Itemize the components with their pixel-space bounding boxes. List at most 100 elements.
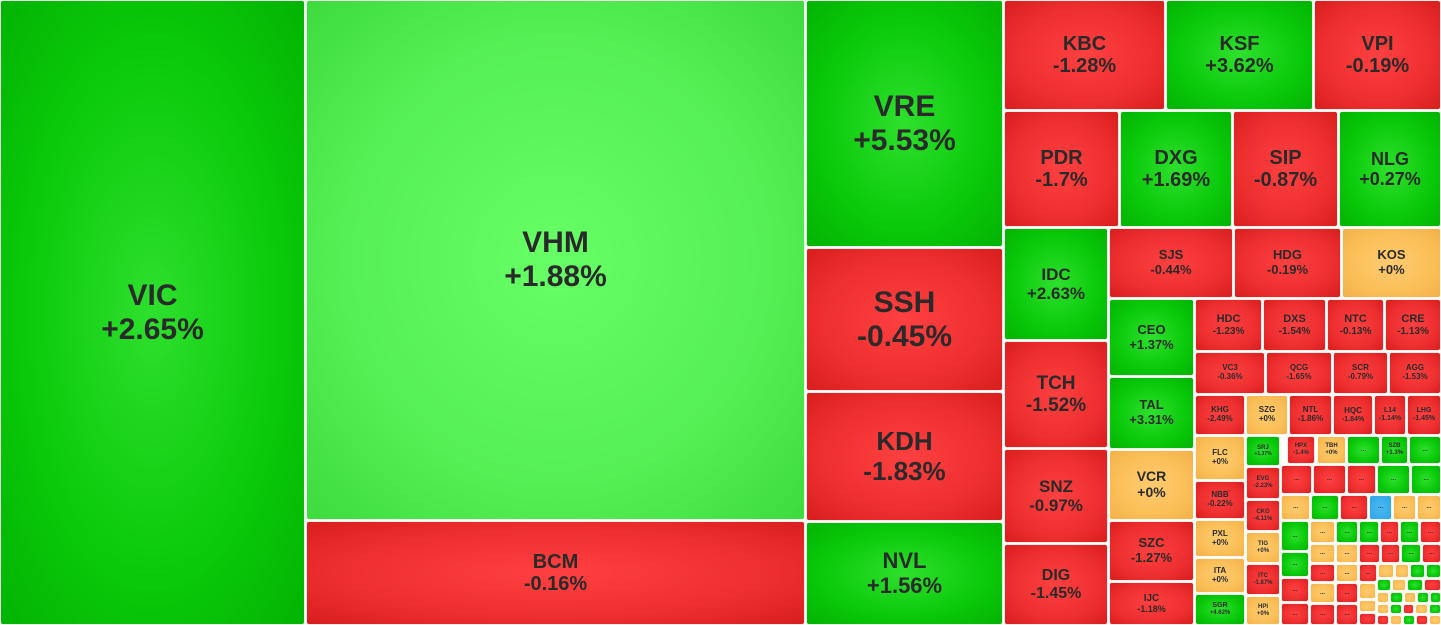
tile-kos[interactable]: KOS +0% bbox=[1342, 228, 1441, 298]
tile-small[interactable] bbox=[1407, 579, 1423, 591]
tile-sgr[interactable]: SGR +4.62% bbox=[1195, 594, 1245, 625]
tile-nvl[interactable]: NVL +1.56% bbox=[806, 522, 1003, 625]
tile-nlg[interactable]: NLG +0.27% bbox=[1339, 111, 1441, 227]
tile-kdh[interactable]: KDH -1.83% bbox=[806, 392, 1003, 521]
tile-small[interactable] bbox=[1426, 564, 1441, 578]
tile-small[interactable] bbox=[1403, 604, 1414, 614]
tile-hqc[interactable]: HQC -1.84% bbox=[1333, 395, 1373, 435]
tile-flc[interactable]: FLC +0% bbox=[1195, 436, 1245, 480]
tile-ksf[interactable]: KSF +3.62% bbox=[1166, 0, 1313, 110]
tile-idc[interactable]: IDC +2.63% bbox=[1004, 228, 1108, 340]
tile-small[interactable] bbox=[1404, 592, 1416, 603]
tile-kbc[interactable]: KBC -1.28% bbox=[1004, 0, 1165, 110]
tile-dig[interactable]: DIG -1.45% bbox=[1004, 544, 1108, 625]
tile-ckg[interactable]: CKG -4.11% bbox=[1246, 500, 1280, 531]
tile-ijc[interactable]: IJC -1.18% bbox=[1109, 582, 1194, 625]
tile-ssh[interactable]: SSH -0.45% bbox=[806, 248, 1003, 391]
tile-small[interactable]: ... bbox=[1417, 495, 1441, 520]
tile-small[interactable]: ... bbox=[1400, 521, 1419, 543]
tile-khg[interactable]: KHG -2.49% bbox=[1195, 395, 1245, 435]
tile-small[interactable]: ... bbox=[1311, 495, 1339, 520]
tile-hpi[interactable]: HPI +0% bbox=[1246, 596, 1280, 625]
tile-small[interactable]: ... bbox=[1420, 521, 1441, 543]
tile-small[interactable]: ... bbox=[1281, 521, 1309, 551]
tile-dxs[interactable]: DXS -1.54% bbox=[1263, 299, 1326, 351]
tile-small[interactable]: ... bbox=[1310, 544, 1335, 563]
tile-pxl[interactable]: PXL +0% bbox=[1195, 520, 1245, 557]
tile-small[interactable]: ... bbox=[1411, 465, 1441, 494]
tile-snz[interactable]: SNZ -0.97% bbox=[1004, 449, 1108, 543]
tile-szc[interactable]: SZC -1.27% bbox=[1109, 521, 1194, 581]
tile-small[interactable] bbox=[1390, 604, 1402, 614]
tile-small[interactable] bbox=[1390, 592, 1403, 603]
tile-small[interactable] bbox=[1429, 604, 1441, 614]
tile-small[interactable] bbox=[1403, 615, 1415, 625]
tile-small[interactable] bbox=[1359, 583, 1376, 599]
tile-sjs[interactable]: SJS -0.44% bbox=[1109, 228, 1233, 298]
tile-small[interactable] bbox=[1377, 615, 1389, 625]
tile-small[interactable]: ... bbox=[1359, 564, 1377, 582]
tile-small[interactable]: ... bbox=[1380, 521, 1399, 543]
tile-small[interactable]: ... bbox=[1281, 603, 1309, 625]
tile-small[interactable]: ... bbox=[1422, 544, 1441, 563]
tile-tch[interactable]: TCH -1.52% bbox=[1004, 341, 1108, 448]
tile-vic[interactable]: VIC +2.65% bbox=[0, 0, 305, 625]
tile-small[interactable]: ... bbox=[1281, 495, 1310, 520]
tile-small[interactable]: ... bbox=[1310, 583, 1335, 603]
tile-small[interactable] bbox=[1429, 615, 1441, 625]
tile-small[interactable] bbox=[1378, 564, 1394, 578]
tile-szb[interactable]: SZB +1.3% bbox=[1381, 436, 1408, 464]
tile-small[interactable] bbox=[1359, 613, 1376, 625]
tile-pdr[interactable]: PDR -1.7% bbox=[1004, 111, 1119, 227]
tile-small[interactable]: ... bbox=[1347, 465, 1376, 494]
tile-tig[interactable]: TIG +0% bbox=[1246, 532, 1280, 563]
tile-small[interactable]: ... bbox=[1336, 604, 1358, 625]
tile-small[interactable]: ... bbox=[1340, 495, 1368, 520]
tile-scr[interactable]: SCR -0.79% bbox=[1333, 352, 1388, 394]
tile-vhm[interactable]: VHM +1.88% bbox=[306, 0, 805, 520]
tile-hdg[interactable]: HDG -0.19% bbox=[1234, 228, 1341, 298]
tile-small[interactable]: ... bbox=[1347, 436, 1380, 464]
tile-ceo[interactable]: CEO +1.37% bbox=[1109, 299, 1194, 376]
tile-small[interactable] bbox=[1416, 615, 1428, 625]
tile-small[interactable]: ... bbox=[1310, 564, 1335, 582]
tile-small[interactable] bbox=[1410, 564, 1425, 578]
tile-small[interactable] bbox=[1377, 604, 1389, 614]
tile-small[interactable] bbox=[1395, 564, 1409, 578]
tile-small[interactable] bbox=[1359, 600, 1376, 612]
tile-small[interactable]: ... bbox=[1281, 552, 1309, 577]
tile-small[interactable]: ... bbox=[1281, 578, 1309, 602]
tile-vc3[interactable]: VC3 -0.36% bbox=[1195, 352, 1265, 394]
tile-small[interactable]: ... bbox=[1359, 544, 1380, 563]
tile-qcg[interactable]: QCG -1.65% bbox=[1266, 352, 1332, 394]
tile-hpx[interactable]: HPX -1.4% bbox=[1287, 436, 1315, 464]
tile-small[interactable]: ... bbox=[1336, 583, 1358, 603]
tile-small[interactable]: ... bbox=[1336, 544, 1358, 563]
tile-agg[interactable]: AGG -1.53% bbox=[1389, 352, 1441, 394]
tile-vcr[interactable]: VCR +0% bbox=[1109, 450, 1194, 520]
tile-small[interactable] bbox=[1415, 604, 1428, 614]
tile-tal[interactable]: TAL +3.31% bbox=[1109, 377, 1194, 449]
tile-small[interactable]: ... bbox=[1401, 544, 1421, 563]
tile-small[interactable]: ... bbox=[1359, 521, 1379, 543]
tile-l14[interactable]: L14 -1.14% bbox=[1374, 395, 1406, 435]
tile-nbb[interactable]: NBB -0.22% bbox=[1195, 481, 1245, 519]
tile-vpi[interactable]: VPI -0.19% bbox=[1314, 0, 1441, 110]
tile-small[interactable]: ... bbox=[1310, 604, 1335, 625]
tile-small[interactable]: ... bbox=[1377, 465, 1410, 494]
tile-small[interactable] bbox=[1430, 592, 1441, 603]
tile-small[interactable] bbox=[1377, 579, 1391, 591]
tile-small[interactable]: ... bbox=[1381, 544, 1400, 563]
tile-small[interactable] bbox=[1377, 592, 1389, 603]
tile-small[interactable]: ... bbox=[1310, 521, 1335, 543]
tile-small[interactable]: ... bbox=[1281, 465, 1312, 494]
tile-small[interactable] bbox=[1417, 592, 1429, 603]
tile-ita[interactable]: ITA +0% bbox=[1195, 558, 1245, 593]
tile-small[interactable] bbox=[1390, 615, 1402, 625]
tile-small[interactable] bbox=[1392, 579, 1406, 591]
tile-srj[interactable]: SRJ +1.37% bbox=[1246, 436, 1280, 466]
tile-szg[interactable]: SZG +0% bbox=[1246, 395, 1288, 435]
tile-small[interactable] bbox=[1424, 579, 1441, 591]
tile-tbh[interactable]: TBH +0% bbox=[1317, 436, 1346, 464]
tile-ntl[interactable]: NTL -1.86% bbox=[1289, 395, 1332, 435]
